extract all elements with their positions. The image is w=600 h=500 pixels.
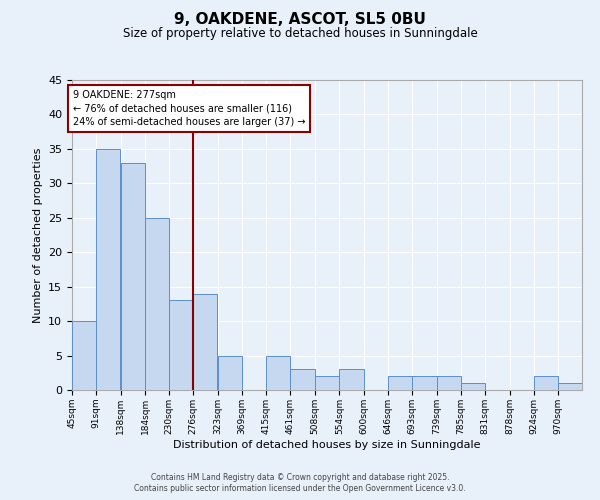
Bar xyxy=(412,376,437,390)
Bar xyxy=(558,383,582,390)
Bar xyxy=(121,162,145,390)
Text: 9, OAKDENE, ASCOT, SL5 0BU: 9, OAKDENE, ASCOT, SL5 0BU xyxy=(174,12,426,28)
Text: Size of property relative to detached houses in Sunningdale: Size of property relative to detached ho… xyxy=(122,28,478,40)
Text: Contains public sector information licensed under the Open Government Licence v3: Contains public sector information licen… xyxy=(134,484,466,493)
Text: Contains HM Land Registry data © Crown copyright and database right 2025.: Contains HM Land Registry data © Crown c… xyxy=(151,472,449,482)
Bar xyxy=(169,300,193,390)
Bar xyxy=(193,294,217,390)
Bar xyxy=(266,356,290,390)
Bar xyxy=(218,356,242,390)
Y-axis label: Number of detached properties: Number of detached properties xyxy=(32,148,43,322)
X-axis label: Distribution of detached houses by size in Sunningdale: Distribution of detached houses by size … xyxy=(173,440,481,450)
Bar xyxy=(145,218,169,390)
Bar xyxy=(388,376,412,390)
Text: 9 OAKDENE: 277sqm
← 76% of detached houses are smaller (116)
24% of semi-detache: 9 OAKDENE: 277sqm ← 76% of detached hous… xyxy=(73,90,305,126)
Bar xyxy=(533,376,558,390)
Bar xyxy=(96,149,121,390)
Bar xyxy=(461,383,485,390)
Bar xyxy=(437,376,461,390)
Bar xyxy=(315,376,340,390)
Bar xyxy=(340,370,364,390)
Bar xyxy=(72,321,96,390)
Bar xyxy=(290,370,314,390)
